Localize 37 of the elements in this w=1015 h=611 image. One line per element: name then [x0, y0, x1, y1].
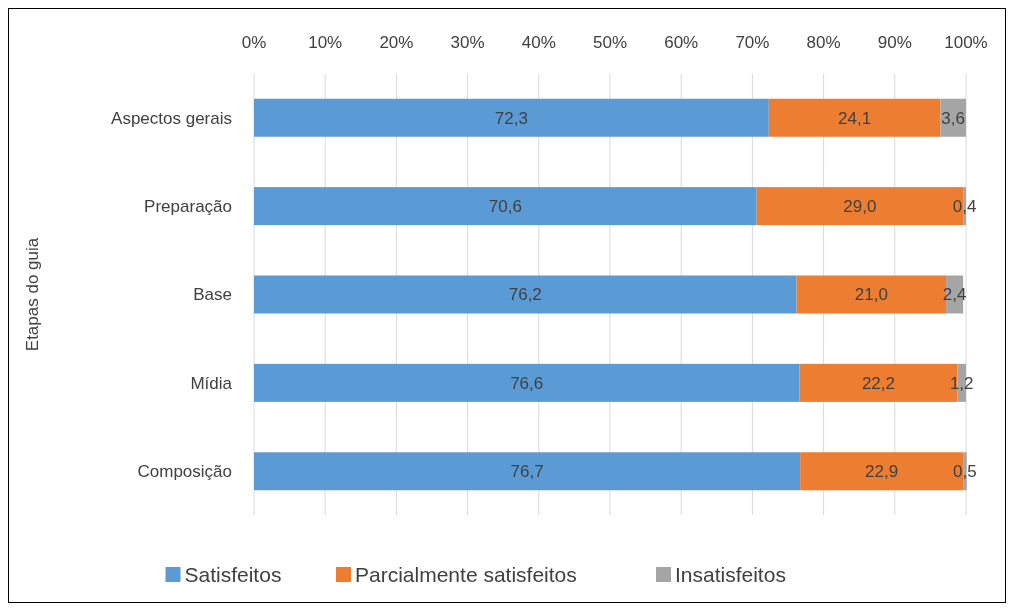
x-tick-label: 60%	[664, 32, 699, 52]
data-label: 3,6	[941, 108, 965, 128]
x-tick-label: 30%	[450, 32, 485, 52]
data-label: 72,3	[494, 108, 528, 128]
y-tick-label: Base	[193, 285, 232, 305]
bar	[254, 187, 757, 226]
data-label: 22,9	[865, 462, 899, 482]
x-tick-label: 10%	[308, 32, 343, 52]
x-tick-label: 20%	[379, 32, 414, 52]
y-axis-title: Etapas do guia	[23, 237, 42, 352]
data-label: 76,7	[510, 462, 544, 482]
x-tick-label: 40%	[521, 32, 556, 52]
legend-label: Parcialmente satisfeitos	[355, 563, 577, 587]
data-label: 76,2	[508, 285, 542, 305]
x-tick-label: 80%	[806, 32, 841, 52]
x-tick-label: 0%	[241, 32, 267, 52]
bar	[254, 275, 797, 314]
data-label: 21,0	[854, 285, 888, 305]
bar	[254, 363, 800, 402]
data-label: 70,6	[488, 197, 522, 217]
y-tick-label: Aspectos gerais	[111, 108, 232, 128]
legend-label: Satisfeitos	[184, 563, 282, 587]
data-label: 24,1	[838, 108, 872, 128]
x-tick-label: 100%	[944, 32, 988, 52]
data-label: 76,6	[510, 373, 544, 393]
x-tick-label: 70%	[735, 32, 770, 52]
bar	[768, 98, 941, 137]
data-label: 22,2	[861, 373, 895, 393]
bar	[254, 98, 769, 137]
legend-label: Insatisfeitos	[675, 563, 786, 587]
y-tick-label: Preparação	[144, 197, 232, 217]
y-tick-label: Mídia	[190, 373, 233, 393]
data-label: 29,0	[843, 197, 877, 217]
bar	[254, 452, 801, 491]
y-tick-label: Composição	[137, 462, 232, 482]
x-tick-label: 90%	[877, 32, 912, 52]
x-tick-label: 50%	[592, 32, 628, 52]
